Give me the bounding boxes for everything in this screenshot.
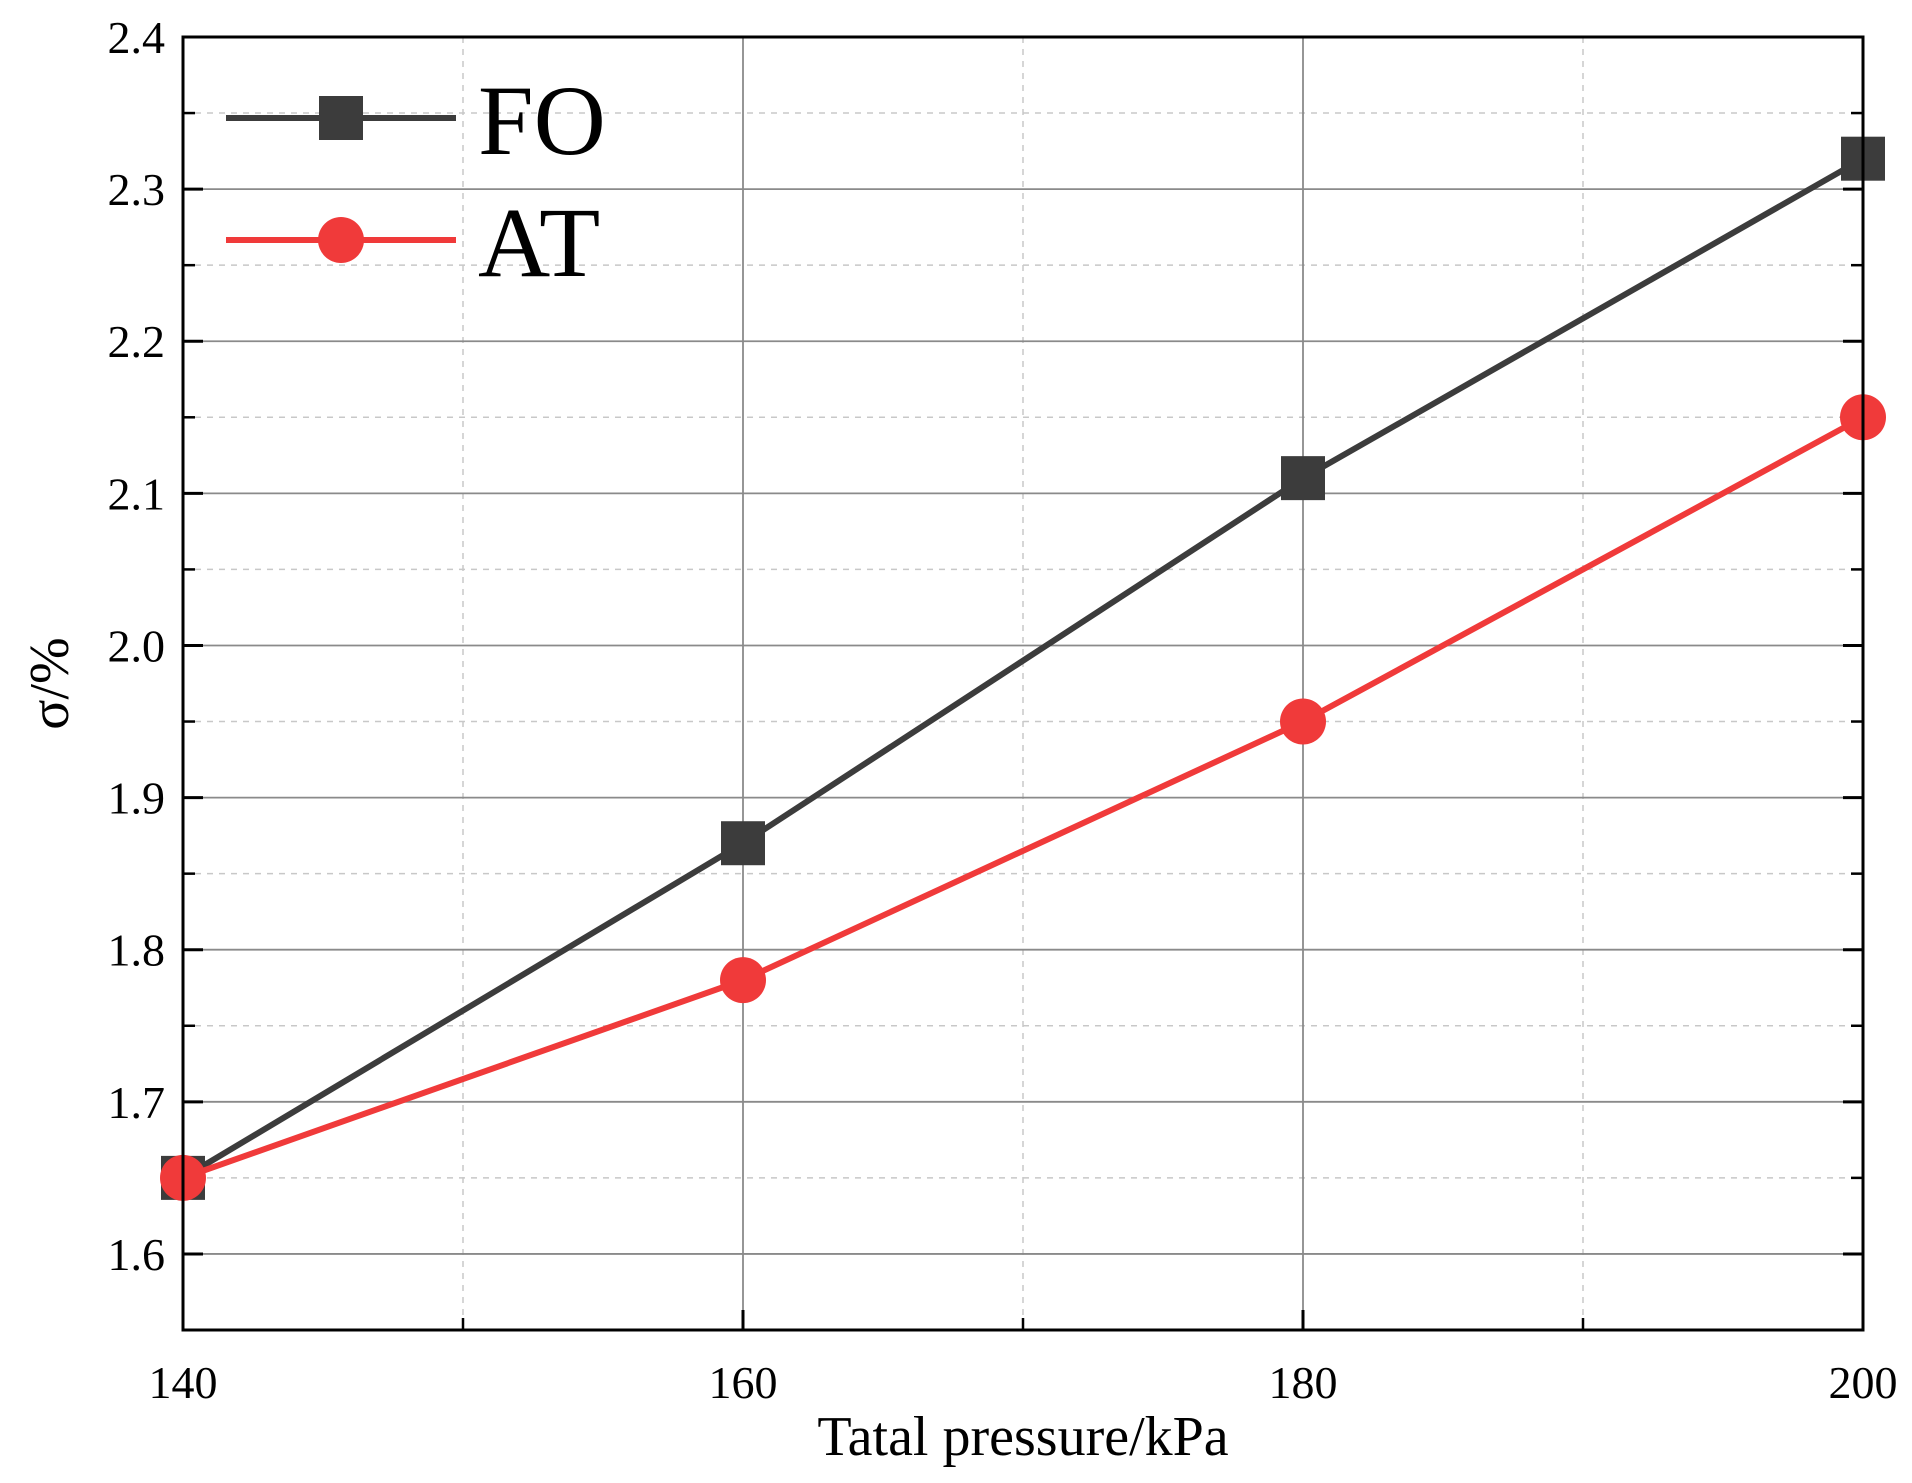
legend-marker-at <box>318 217 364 263</box>
y-axis-title: σ/% <box>19 637 81 729</box>
legend-marker-fo <box>319 96 363 140</box>
legend-item-at: AT <box>226 187 600 298</box>
y-tick-label: 1.9 <box>108 773 166 824</box>
y-tick-label: 2.3 <box>108 164 166 215</box>
series-line-fo <box>181 156 1865 1181</box>
x-tick-label: 200 <box>1829 1357 1898 1408</box>
y-tick-label: 1.8 <box>108 925 166 976</box>
y-tick-label: 2.2 <box>108 316 166 367</box>
y-tick-label: 1.7 <box>108 1077 166 1128</box>
x-tick-label: 180 <box>1269 1357 1338 1408</box>
series-line-at <box>182 414 1865 1181</box>
data-point-at <box>1280 698 1326 745</box>
x-axis-title: Tatal pressure/kPa <box>817 1406 1228 1468</box>
grid-lines <box>183 37 1863 1331</box>
legend-label-at: AT <box>478 187 600 298</box>
y-tick-label: 1.6 <box>108 1229 166 1280</box>
data-point-fo <box>1281 456 1325 501</box>
legend-item-fo: FO <box>226 65 606 176</box>
data-point-at <box>720 957 766 1004</box>
x-tick-label: 160 <box>709 1357 778 1408</box>
x-tick-label: 140 <box>149 1357 218 1408</box>
legend-label-fo: FO <box>478 65 606 176</box>
data-point-fo <box>721 821 765 866</box>
y-tick-label: 2.1 <box>108 468 166 519</box>
plot-frame <box>181 35 1865 1332</box>
x-tick-labels: 140 160 180 200 <box>149 1357 1898 1408</box>
plot-background <box>183 37 1863 1330</box>
y-tick-label: 2.4 <box>108 12 166 63</box>
series-layer <box>160 136 1886 1201</box>
y-tick-label: 2.0 <box>108 620 166 671</box>
y-tick-labels: 1.6 1.7 1.8 1.9 2.0 2.1 2.2 2.3 2.4 <box>108 12 166 1280</box>
